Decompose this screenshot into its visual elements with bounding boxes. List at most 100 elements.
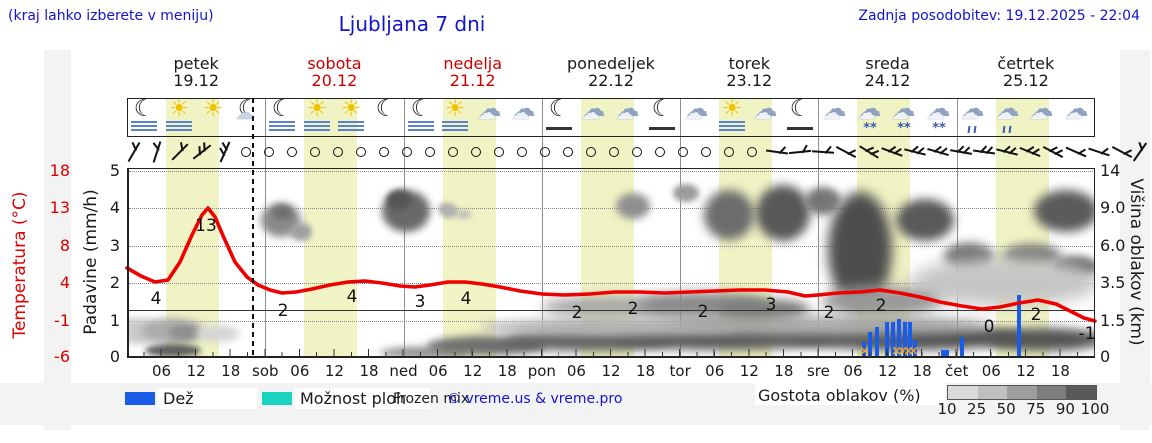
precip-tick-label: 4 [109,198,120,217]
day-date: 20.12 [311,71,358,90]
x-hour-label: 06 [428,362,448,380]
rain-bar [908,322,912,357]
cloud-icon: ☁ ☁ [748,96,784,137]
fog-lines [442,129,468,131]
temp-value-label: 3 [765,295,777,315]
precip-tick-label: 3 [109,235,120,255]
precip-tick-label: 0 [109,347,120,366]
last-update: Zadnja posodobitev: 19.12.2025 - 22:04 [858,8,1140,24]
cloud-rain-icon: ☁ ☁ [955,96,991,137]
icon-front-glyph: ☁ [615,102,634,124]
icon-back-glyph: ☾ [271,96,293,122]
x-day-label: sre [806,362,830,380]
x-hour-label: 06 [705,362,725,380]
wind-calm-circle [471,147,481,157]
wind-calm-circle [425,147,435,157]
cloud-blob [1051,256,1094,278]
temp-value-label: 4 [346,287,358,307]
wind-calm-circle [517,147,527,157]
day-name: torek [728,54,770,73]
cloud-snow-icon: ☁ ☁ ** [921,96,957,137]
temp-value-label: 2 [823,303,835,323]
density-value: 50 [996,400,1016,418]
cloud-icon: ☁ ☁ [679,96,715,137]
fog-lines [131,121,157,123]
day-date: 21.12 [449,71,496,90]
temp-value-label: 13 [195,216,217,236]
now-line [252,98,254,357]
precipitation-axis-title: Padavine (mm/h) [81,189,101,335]
wind-calm-circle [379,147,389,157]
temp-tick-label: -6 [54,347,70,366]
wind-calm-circle [701,147,711,157]
sun-fog-icon: ☀ [714,96,750,137]
fog-lines [304,125,330,127]
x-hour-label: 18 [497,362,517,380]
cloud-icon: ☁ ☁ [576,96,612,137]
fog-lines [269,125,295,127]
rain-dash [1008,125,1012,134]
temperature-axis-title: Temperatura (°C) [10,191,30,339]
density-value: 25 [967,400,987,418]
rain-dash [973,125,977,134]
fog-lines [442,121,468,123]
wind-calm-circle [494,147,504,157]
x-hour-label: 18 [221,362,241,380]
day-date: 19.12 [173,71,220,90]
density-value: 10 [937,400,957,418]
day-name: sobota [307,54,362,73]
x-hour-label: 18 [636,362,656,380]
day-date: 25.12 [1002,71,1049,90]
icon-back-glyph: ☾ [133,96,155,122]
icon-front-glyph: ☁ [960,102,979,124]
moon-cloud-icon: ☾ ☁ [230,96,266,137]
icon-back-glyph: ☁ [478,96,502,122]
density-value: 90 [1055,400,1075,418]
rain-dash [1002,125,1006,134]
temp-value-label: 2 [627,299,639,319]
frozen-mix-marker: × [908,344,919,359]
x-day-label: pon [527,362,556,380]
location-hint: (kraj lahko izberete v meniju) [8,8,214,24]
icon-back-glyph: ☁ [961,96,985,122]
wind-calm-circle [724,147,734,157]
snow-marks: ** [932,121,946,136]
x-hour-label: 06 [843,362,863,380]
weather-icon-box [127,98,1095,137]
wind-barb-feather [198,146,201,156]
density-legend-chip [755,383,945,405]
icon-back-glyph: ☀ [340,96,362,122]
moon-fog-icon: ☾ [403,96,439,137]
rain-legend-chip [157,388,257,409]
snow-marks: ** [897,121,911,136]
cloud-snow-icon: ☁ ☁ ** [852,96,888,137]
icon-back-glyph: ☾ [548,96,570,122]
icon-back-glyph: ☁ [1030,96,1054,122]
freezing-line [127,310,1095,312]
day-name: sreda [865,54,910,73]
icon-front-glyph: ☁ [926,102,945,124]
wind-calm-circle [310,147,320,157]
h-gridline [129,170,1093,172]
cloud-blob [128,321,130,335]
wind-calm-circle [287,147,297,157]
icon-back-glyph: ☁ [512,96,536,122]
x-day-label: čet [945,362,969,380]
sun-fog-icon: ☀ [161,96,197,137]
cloud-icon: ☁ ☁ [1059,96,1095,137]
fog-lines [269,129,295,131]
frozen-mix-marker: × [859,344,870,359]
icon-back-glyph: ☁ [823,96,847,122]
temp-value-label: 2 [875,296,887,316]
icon-front-glyph: ☁ [581,102,600,124]
fog-lines [338,121,364,123]
copyright-link[interactable]: © vreme.us & vreme.pro [447,391,623,407]
showers-legend-chip [295,388,430,409]
x-hour-label: 12 [878,362,898,380]
icon-front-glyph: ☁ [753,102,772,124]
x-hour-label: 18 [774,362,794,380]
day-header: nedelja 21.12 [413,55,533,89]
day-date: 24.12 [864,71,911,90]
density-scale-bar [947,385,1097,400]
